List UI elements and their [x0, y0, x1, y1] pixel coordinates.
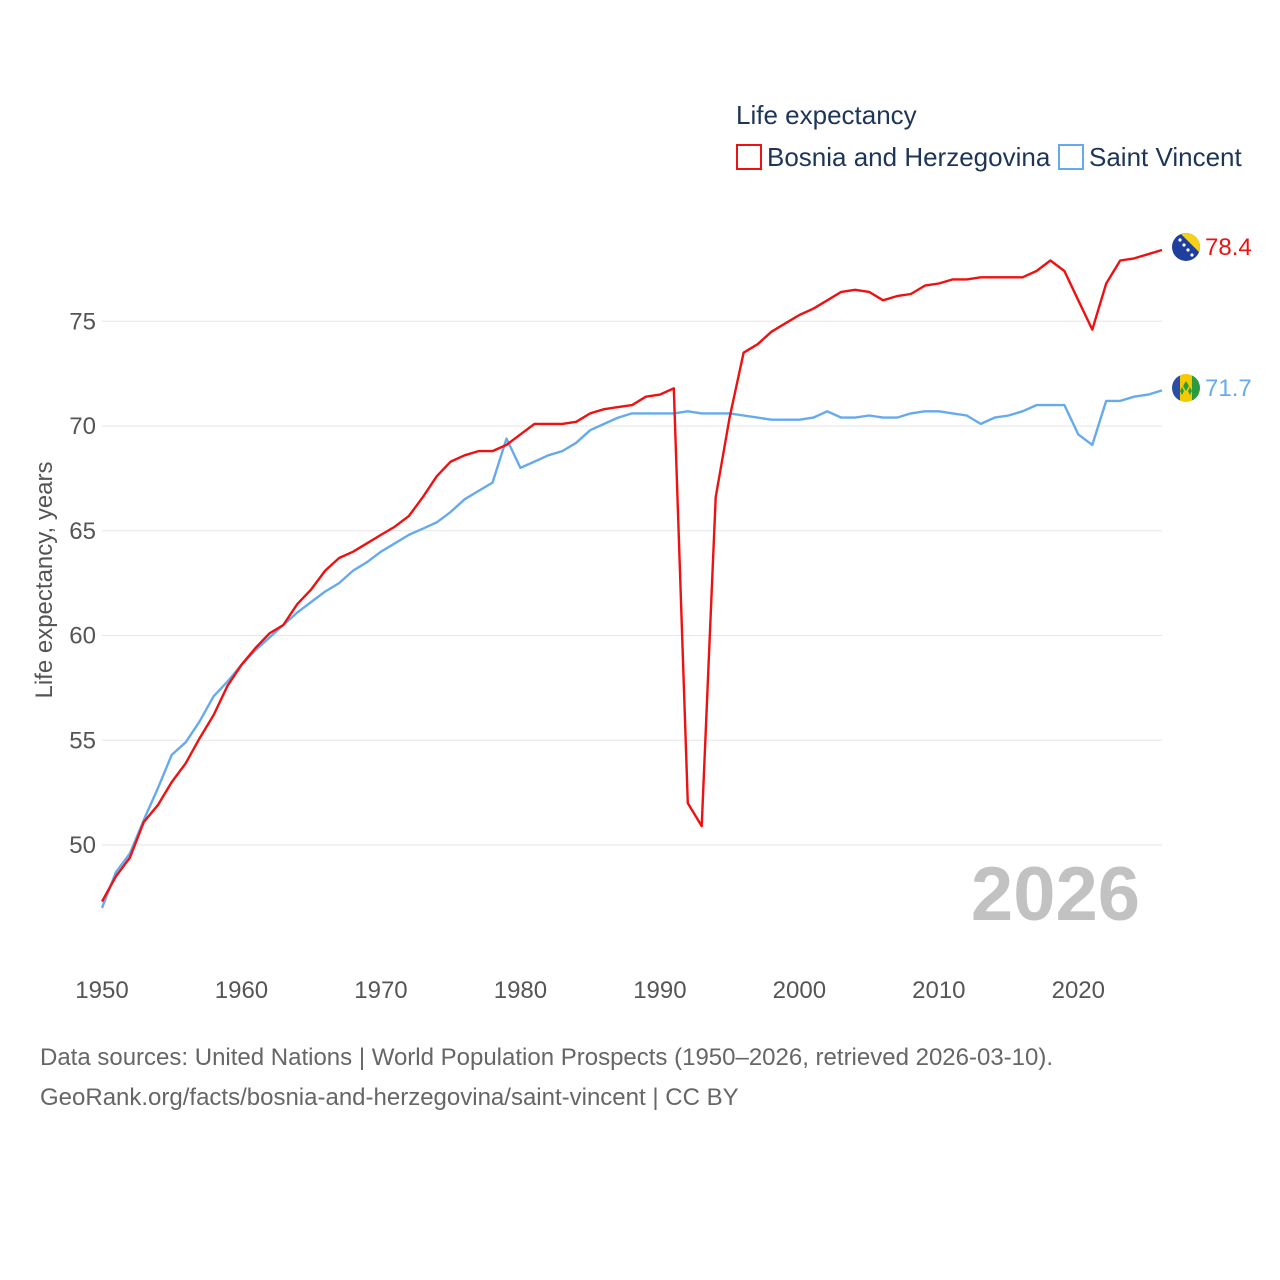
x-tick-label: 1950: [75, 977, 128, 1004]
grid-lines: [102, 320, 1162, 846]
year-watermark: 2026: [971, 852, 1140, 937]
y-tick-label: 60: [69, 623, 96, 650]
x-tick-label: 2000: [773, 977, 826, 1004]
series-line-bosnia[interactable]: [100, 248, 1163, 903]
x-tick-label: 2010: [912, 977, 965, 1004]
x-tick-label: 1960: [215, 977, 268, 1004]
saint-vincent-flag-icon: [1172, 374, 1200, 402]
end-label-bosnia: 78.4: [1205, 234, 1252, 261]
y-tick-label: 55: [69, 727, 96, 754]
y-tick-label: 65: [69, 518, 96, 545]
source-line-1: Data sources: United Nations | World Pop…: [40, 1044, 1054, 1071]
y-tick-label: 50: [69, 832, 96, 859]
bosnia-flag-icon: [1172, 233, 1200, 261]
legend-label-saint-vincent[interactable]: Saint Vincent: [1089, 142, 1243, 172]
legend: Life expectancy Bosnia and Herzegovina S…: [736, 100, 1243, 172]
series-line-saint-vincent[interactable]: [100, 389, 1163, 909]
y-tick-label: 70: [69, 413, 96, 440]
y-axis-ticks: 50 55 60 65 70 75: [69, 308, 96, 859]
x-tick-label: 1970: [354, 977, 407, 1004]
series-lines: [100, 248, 1163, 909]
y-axis-label: Life expectancy, years: [31, 461, 58, 698]
source-line-2[interactable]: GeoRank.org/facts/bosnia-and-herzegovina…: [40, 1084, 739, 1111]
legend-label-bosnia[interactable]: Bosnia and Herzegovina: [767, 142, 1051, 172]
line-chart: 50 55 60 65 70 75 1950 1960 1970 1980 1990 2000 201…: [31, 100, 1252, 1004]
x-tick-label: 1990: [633, 977, 686, 1004]
x-axis-ticks: 1950 1960 1970 1980 1990 2000 2010 2020: [75, 977, 1105, 1004]
legend-swatch-saint-vincent[interactable]: [1058, 144, 1084, 170]
x-tick-label: 2020: [1052, 977, 1105, 1004]
legend-swatch-bosnia[interactable]: [736, 144, 762, 170]
x-tick-label: 1980: [494, 977, 547, 1004]
legend-title: Life expectancy: [736, 100, 917, 130]
y-tick-label: 75: [69, 308, 96, 335]
end-label-saint-vincent: 71.7: [1205, 375, 1252, 402]
